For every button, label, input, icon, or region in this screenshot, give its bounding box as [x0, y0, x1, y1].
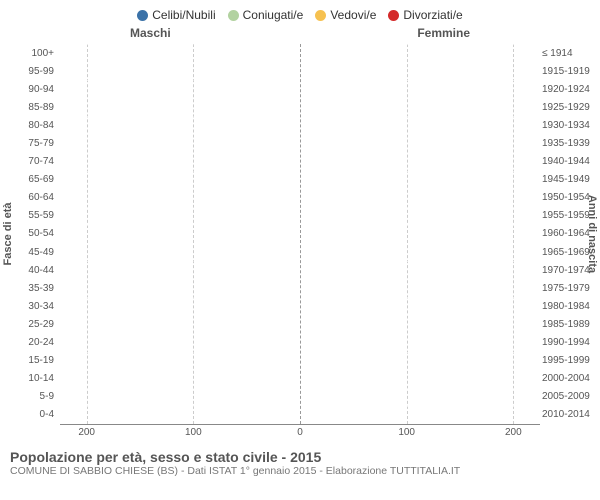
age-label: 85-89	[6, 98, 54, 116]
birth-year-label: 1945-1949	[542, 171, 594, 189]
pyramid-row	[60, 352, 540, 370]
x-tick: 100	[185, 427, 202, 438]
plot-area: Fasce di età Anni di nascita	[60, 44, 540, 424]
legend-item-single: Celibi/Nubili	[137, 8, 215, 22]
divorced-swatch	[388, 10, 399, 21]
chart-title: Popolazione per età, sesso e stato civil…	[10, 449, 590, 465]
birth-year-label: ≤ 1914	[542, 44, 594, 62]
pyramid-row	[60, 334, 540, 352]
birth-year-label: 2010-2014	[542, 406, 594, 424]
age-label: 90-94	[6, 80, 54, 98]
birth-year-label: 1995-1999	[542, 352, 594, 370]
legend-item-widowed: Vedovi/e	[315, 8, 376, 22]
birth-year-label: 1980-1984	[542, 297, 594, 315]
pyramid-row	[60, 243, 540, 261]
birth-year-label: 1940-1944	[542, 153, 594, 171]
age-label: 35-39	[6, 279, 54, 297]
right-axis-title: Anni di nascita	[586, 195, 598, 273]
age-label: 95-99	[6, 62, 54, 80]
age-label: 5-9	[6, 388, 54, 406]
legend-label: Divorziati/e	[403, 8, 462, 22]
population-pyramid-chart: Celibi/Nubili Coniugati/e Vedovi/e Divorzia…	[0, 0, 600, 500]
pyramid-row	[60, 98, 540, 116]
pyramid-row	[60, 388, 540, 406]
legend-item-divorced: Divorziati/e	[388, 8, 462, 22]
age-label: 80-84	[6, 116, 54, 134]
birth-year-label: 1930-1934	[542, 116, 594, 134]
pyramid-row	[60, 134, 540, 152]
age-label: 20-24	[6, 334, 54, 352]
pyramid-row	[60, 80, 540, 98]
column-headers: Maschi Femmine	[0, 26, 600, 44]
single-swatch	[137, 10, 148, 21]
pyramid-row	[60, 44, 540, 62]
birth-year-label: 1935-1939	[542, 134, 594, 152]
age-label: 0-4	[6, 406, 54, 424]
bar-rows	[60, 44, 540, 424]
pyramid-row	[60, 370, 540, 388]
legend: Celibi/Nubili Coniugati/e Vedovi/e Divorzia…	[0, 0, 600, 26]
x-tick: 0	[297, 427, 303, 438]
pyramid-row	[60, 225, 540, 243]
birth-year-label: 1920-1924	[542, 80, 594, 98]
age-label: 70-74	[6, 153, 54, 171]
birth-year-label: 1975-1979	[542, 279, 594, 297]
pyramid-row	[60, 406, 540, 424]
x-tick: 200	[78, 427, 95, 438]
birth-year-label: 1990-1994	[542, 334, 594, 352]
females-header: Femmine	[417, 26, 470, 40]
age-label: 75-79	[6, 134, 54, 152]
pyramid-row	[60, 153, 540, 171]
age-label: 65-69	[6, 171, 54, 189]
age-label: 10-14	[6, 370, 54, 388]
legend-label: Vedovi/e	[330, 8, 376, 22]
age-label: 15-19	[6, 352, 54, 370]
birth-year-label: 1915-1919	[542, 62, 594, 80]
birth-year-label: 2000-2004	[542, 370, 594, 388]
pyramid-row	[60, 207, 540, 225]
legend-label: Celibi/Nubili	[152, 8, 215, 22]
pyramid-row	[60, 261, 540, 279]
age-label: 25-29	[6, 315, 54, 333]
age-label: 30-34	[6, 297, 54, 315]
males-header: Maschi	[130, 26, 171, 40]
chart-footer: Popolazione per età, sesso e stato civil…	[0, 443, 600, 477]
pyramid-row	[60, 171, 540, 189]
birth-year-label: 2005-2009	[542, 388, 594, 406]
x-axis: 200 100 0 100 200	[60, 424, 540, 443]
birth-year-label: 1985-1989	[542, 315, 594, 333]
married-swatch	[228, 10, 239, 21]
pyramid-row	[60, 315, 540, 333]
pyramid-row	[60, 279, 540, 297]
pyramid-row	[60, 297, 540, 315]
legend-label: Coniugati/e	[243, 8, 304, 22]
pyramid-row	[60, 189, 540, 207]
pyramid-row	[60, 116, 540, 134]
age-label: 100+	[6, 44, 54, 62]
widowed-swatch	[315, 10, 326, 21]
pyramid-row	[60, 62, 540, 80]
x-tick: 200	[505, 427, 522, 438]
birth-year-label: 1925-1929	[542, 98, 594, 116]
x-tick: 100	[398, 427, 415, 438]
left-axis-title: Fasce di età	[2, 203, 14, 266]
chart-subtitle: COMUNE DI SABBIO CHIESE (BS) - Dati ISTA…	[10, 465, 590, 477]
legend-item-married: Coniugati/e	[228, 8, 304, 22]
